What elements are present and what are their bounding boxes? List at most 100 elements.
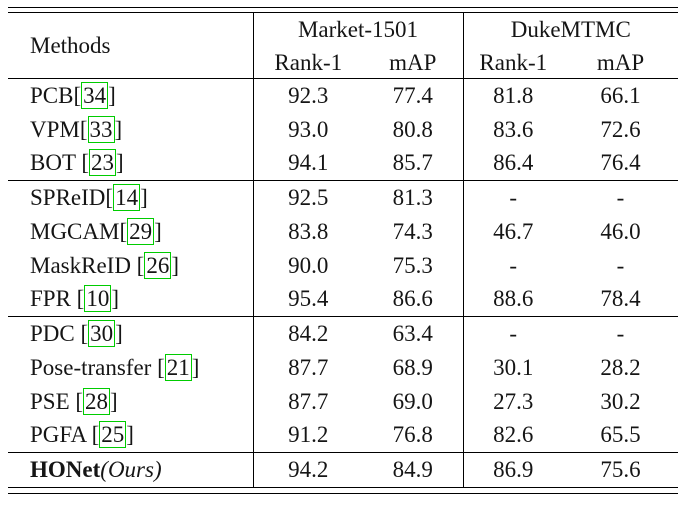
method-name-text: ] xyxy=(111,286,120,312)
methods-column-header: Methods xyxy=(8,13,253,79)
value-cell: 83.6 xyxy=(462,112,564,147)
table-group-2: PDC [30] 84.2 63.4- - Pose-transfer [21] 87.7… xyxy=(8,316,679,453)
market-1501-column-group-header: Market-1501 xyxy=(252,13,464,47)
value-cell: 93.0 xyxy=(252,112,363,147)
citation-link-box[interactable]: 14 xyxy=(113,183,141,211)
citation-link-box[interactable]: 23 xyxy=(89,149,116,177)
paper-page: Methods Market-1501 DukeMTMC Rank-1 mAP … xyxy=(8,0,679,494)
citation-link-box[interactable]: 28 xyxy=(83,387,111,415)
citation-link-box[interactable]: 26 xyxy=(144,251,172,279)
column-group-row: Methods Market-1501 DukeMTMC xyxy=(8,13,679,79)
table-group-0: PCB[34] 92.3 77.4 81.8 66.1 VPM[33] 93.0 80.8 83… xyxy=(8,78,678,181)
method-name-text: SPReID[ xyxy=(30,184,114,210)
value-cell: 76.4 xyxy=(600,150,641,176)
value-cell: 88.6 xyxy=(462,282,564,317)
table-row: SPReID[14] 92.5 81.3- - xyxy=(8,180,678,215)
citation-link-box[interactable]: 29 xyxy=(127,217,155,245)
citation-link-box[interactable]: 34 xyxy=(81,81,109,109)
method-name-text: Ours xyxy=(107,456,154,482)
citation-link-box[interactable]: 33 xyxy=(87,115,115,143)
method-name-text: PSE [ xyxy=(30,388,84,414)
method-cell: PCB[34] xyxy=(8,79,253,113)
method-cell: FPR [10] xyxy=(8,283,253,317)
method-name-text: HONet xyxy=(30,456,101,482)
table-row: MaskReID [26] 90.0 75.3- - xyxy=(8,248,678,283)
citation-link-box[interactable]: 21 xyxy=(164,353,192,381)
method-name-text: VPM[ xyxy=(30,116,88,142)
method-name-text: ] xyxy=(115,320,123,346)
value-cell: 80.8 xyxy=(392,116,433,142)
method-cell: BOT [23] xyxy=(8,147,253,181)
dukemtmc-column-group-header: DukeMTMC xyxy=(462,13,679,47)
value-cell: 63.4 xyxy=(392,320,433,346)
value-cell: 83.8 xyxy=(252,214,363,249)
value-cell: 84.2 xyxy=(252,316,363,351)
value-cell: 46.0 xyxy=(600,218,641,244)
citation-link-box[interactable]: 30 xyxy=(88,319,116,347)
value-cell: 74.3 xyxy=(392,218,433,244)
method-cell: VPM[33] xyxy=(8,113,253,147)
table-header: Methods Market-1501 DukeMTMC Rank-1 mAP … xyxy=(8,13,679,79)
method-name-text: PDC [ xyxy=(30,320,89,346)
table-bottom-double-rule xyxy=(8,486,678,494)
value-cell: 87.7 xyxy=(252,384,363,419)
table-row: MGCAM[29] 83.8 74.3 46.7 46.0 xyxy=(8,214,678,249)
value-cell: - xyxy=(616,252,625,278)
table-row: Pose-transfer [21] 87.7 68.9 30.1 28.2 xyxy=(8,350,678,385)
market-map-header: mAP xyxy=(363,47,464,79)
method-cell: HONet(Ours) xyxy=(8,453,253,487)
method-cell: Pose-transfer [21] xyxy=(8,351,253,385)
method-cell: PSE [28] xyxy=(8,385,253,419)
value-cell: 28.2 xyxy=(600,354,641,380)
value-cell: 81.3 xyxy=(392,184,433,210)
sub-header-row: Rank-1 mAP Rank-1 mAP xyxy=(8,47,679,79)
value-cell: - xyxy=(616,320,625,346)
value-cell: 85.7 xyxy=(392,150,433,176)
value-cell: 75.3 xyxy=(392,252,433,278)
method-name-text: ( xyxy=(100,456,108,482)
method-cell: MaskReID [26] xyxy=(8,249,253,283)
value-cell: 94.2 xyxy=(252,452,363,487)
method-cell: MGCAM[29] xyxy=(8,215,253,249)
value-cell: 90.0 xyxy=(252,248,363,283)
method-name-text: BOT [ xyxy=(30,150,89,176)
market-rank1-header: Rank-1 xyxy=(252,47,363,79)
method-name-text: MaskReID [ xyxy=(30,252,145,278)
citation-link-box[interactable]: 10 xyxy=(84,285,112,313)
method-name-text: ] xyxy=(126,422,134,448)
method-name-text: ] xyxy=(171,252,180,278)
method-name-text: ] xyxy=(114,116,123,142)
value-cell: 65.5 xyxy=(600,422,641,448)
citation-link-box[interactable]: 25 xyxy=(99,421,127,449)
table-row: PGFA [25] 91.2 76.8 82.6 65.5 xyxy=(8,418,678,453)
value-cell: 30.1 xyxy=(462,350,564,385)
value-cell: 92.5 xyxy=(252,180,363,215)
method-name-text: ] xyxy=(108,82,116,108)
table-row: HONet(Ours) 94.2 84.9 86.9 75.6 xyxy=(8,452,678,487)
results-table: Methods Market-1501 DukeMTMC Rank-1 mAP … xyxy=(8,13,679,487)
table-row: BOT [23] 94.1 85.7 86.4 76.4 xyxy=(8,146,678,181)
value-cell: - xyxy=(616,184,625,210)
table-top-double-rule xyxy=(8,7,678,13)
table-row: PDC [30] 84.2 63.4- - xyxy=(8,316,678,351)
value-cell: 91.2 xyxy=(252,418,363,453)
value-cell: 86.4 xyxy=(462,146,564,181)
value-cell: 82.6 xyxy=(462,418,564,453)
method-name-text: PCB[ xyxy=(30,82,82,108)
value-cell: - xyxy=(462,180,564,215)
value-cell: 46.7 xyxy=(462,214,564,249)
value-cell: 78.4 xyxy=(600,286,641,312)
value-cell: 69.0 xyxy=(392,388,433,414)
method-name-text: FPR [ xyxy=(30,286,85,312)
value-cell: 72.6 xyxy=(600,116,641,142)
value-cell: 75.6 xyxy=(600,456,641,482)
value-cell: 76.8 xyxy=(392,422,433,448)
method-name-text: PGFA [ xyxy=(30,422,100,448)
table-group-1: SPReID[14] 92.5 81.3 - - MGCAM[29] 83.8 74.3 46.… xyxy=(8,180,679,317)
method-cell: PGFA [25] xyxy=(8,419,253,453)
value-cell: 81.8 xyxy=(462,78,564,113)
value-cell: 30.2 xyxy=(600,388,641,414)
table-row: VPM[33] 93.0 80.8 83.6 72.6 xyxy=(8,112,678,147)
value-cell: 27.3 xyxy=(462,384,564,419)
value-cell: 68.9 xyxy=(392,354,433,380)
